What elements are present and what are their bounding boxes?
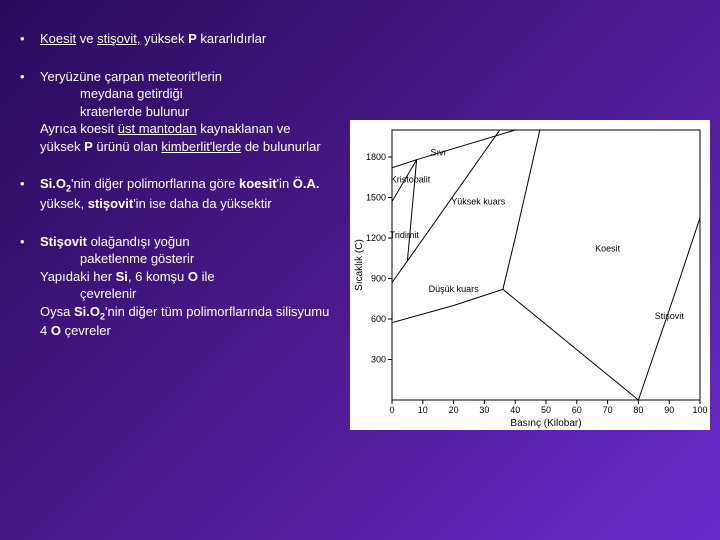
bullet-list: • Koesit ve stişovit, yüksek P kararlıdı… [20, 30, 330, 360]
bullet-text-3: Si.O2'nin diğer polimorflarına göre koes… [40, 175, 330, 212]
svg-text:Koesit: Koesit [595, 244, 621, 254]
svg-text:Sıvı: Sıvı [430, 148, 446, 158]
bullet-2: • Yeryüzüne çarpan meteorit'lerinmeydana… [20, 68, 330, 156]
svg-text:300: 300 [371, 355, 386, 365]
svg-text:600: 600 [371, 314, 386, 324]
svg-text:60: 60 [572, 405, 582, 415]
svg-text:Kristobalit: Kristobalit [391, 175, 431, 185]
bullet-4: • Stişovit olağandışı yoğunpaketlenme gö… [20, 233, 330, 340]
svg-text:50: 50 [541, 405, 551, 415]
bullet-text-2: Yeryüzüne çarpan meteorit'lerinmeydana g… [40, 68, 330, 156]
svg-text:20: 20 [449, 405, 459, 415]
svg-text:1800: 1800 [366, 152, 386, 162]
svg-text:70: 70 [603, 405, 613, 415]
svg-text:Stişovit: Stişovit [655, 311, 685, 321]
svg-text:Basınç (Kilobar): Basınç (Kilobar) [510, 418, 581, 429]
bullet-marker: • [20, 233, 40, 340]
svg-text:90: 90 [664, 405, 674, 415]
phase-diagram-chart: 0 10 20 30 40 50 60 70 80 90 100 300 600 900 1200 1500 1… [350, 120, 710, 430]
svg-text:900: 900 [371, 274, 386, 284]
svg-text:1500: 1500 [366, 193, 386, 203]
svg-text:100: 100 [692, 405, 707, 415]
bullet-text-1: Koesit ve stişovit, yüksek P kararlıdırl… [40, 30, 330, 48]
svg-text:40: 40 [510, 405, 520, 415]
svg-text:30: 30 [479, 405, 489, 415]
svg-text:Tridimit: Tridimit [390, 230, 420, 240]
bullet-3: • Si.O2'nin diğer polimorflarına göre ko… [20, 175, 330, 212]
bullet-marker: • [20, 30, 40, 48]
svg-text:Sıcaklık (C): Sıcaklık (C) [354, 239, 365, 291]
svg-text:1200: 1200 [366, 233, 386, 243]
svg-text:80: 80 [633, 405, 643, 415]
bullet-text-4: Stişovit olağandışı yoğunpaketlenme göst… [40, 233, 330, 340]
bullet-marker: • [20, 175, 40, 212]
svg-text:Yüksek kuars: Yüksek kuars [451, 196, 506, 206]
bullet-marker: • [20, 68, 40, 156]
svg-text:Düşük kuars: Düşük kuars [429, 284, 480, 294]
svg-text:0: 0 [389, 405, 394, 415]
svg-text:10: 10 [418, 405, 428, 415]
bullet-1: • Koesit ve stişovit, yüksek P kararlıdı… [20, 30, 330, 48]
